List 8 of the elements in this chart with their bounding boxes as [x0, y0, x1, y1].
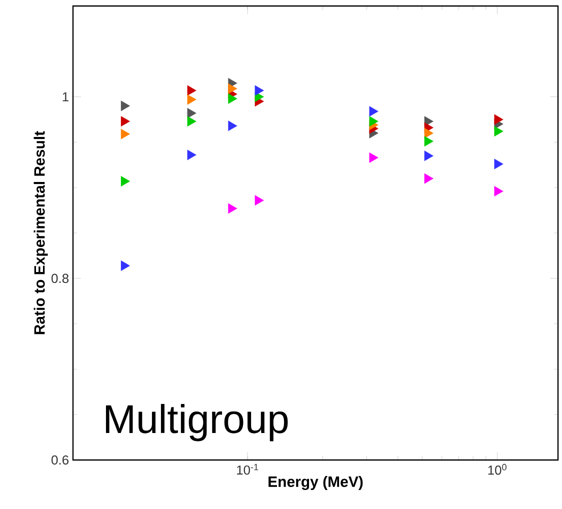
y-tick-label: 0.8: [52, 274, 69, 283]
y-tick-label: 1: [62, 92, 68, 102]
x-tick-label: 10$^{0}$: [488, 464, 506, 475]
y-axis-title: Ratio to Experimental Result: [34, 131, 48, 334]
x-axis-title: Energy (MeV): [268, 476, 363, 490]
annotation: Multigroup: [106, 404, 288, 442]
y-tick-label: 0.6: [52, 455, 69, 465]
x-tick-label: 10$^{-1}$: [237, 464, 258, 475]
